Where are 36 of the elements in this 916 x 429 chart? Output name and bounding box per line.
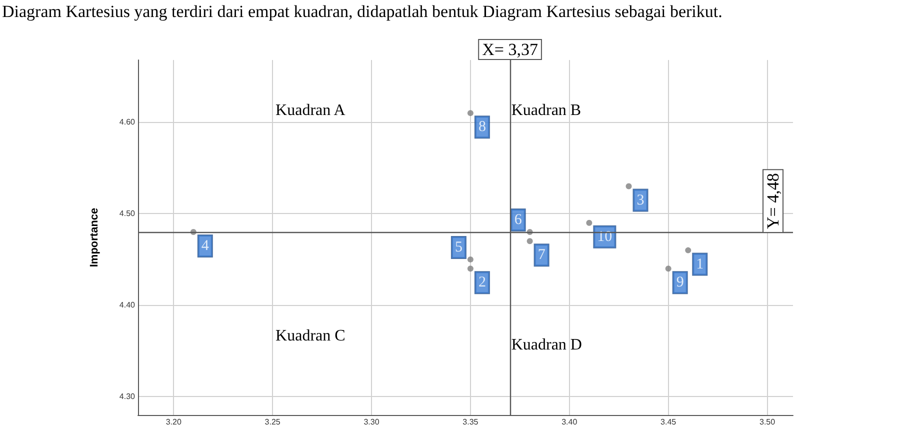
y-tick-label: 4.40 [119,300,136,310]
x-tick-label: 3.25 [264,418,281,426]
y-tick-label: 4.30 [119,392,136,402]
annotation: Kuadran B [511,102,582,120]
x-tick-label: 3.20 [166,418,182,426]
text: Diagram Kartesius yang terdiri dari empat kuadran, didapatlah bentuk Diagram Kartesius sebagai berikut. [2,2,722,21]
x-tick-label: 3.50 [759,418,776,426]
series-label: 9 [676,274,684,291]
point [586,220,592,226]
x-tick-label: 3.30 [364,418,380,426]
point [685,247,692,254]
point [665,266,672,272]
ref-line-label: X= 3,37 [482,40,538,59]
series-label: 3 [636,192,644,208]
series-label: 5 [454,239,462,256]
series-label: 6 [514,212,522,228]
ref-line-label: Y= 4,48 [764,173,782,230]
series-label: 4 [201,238,210,254]
y-tick-label: 4.50 [119,209,136,218]
y-axis-title: Importance [88,208,100,268]
annotation: Kuadran C [276,328,346,345]
series-label: 2 [478,274,486,291]
point [467,256,474,262]
annotation: Kuadran D [511,336,582,354]
series-label: 8 [478,119,486,136]
annotation: Kuadran A [276,102,346,120]
y-tick-label: 4.60 [119,118,136,127]
point [626,183,632,190]
point [526,238,533,244]
point [467,266,474,272]
x-tick-label: 3.35 [462,418,479,426]
point [467,110,474,116]
x-tick-label: 3.40 [562,418,578,426]
series-label: 7 [538,247,546,264]
x-tick-label: 3.45 [660,418,677,426]
series-label: 1 [696,256,704,272]
